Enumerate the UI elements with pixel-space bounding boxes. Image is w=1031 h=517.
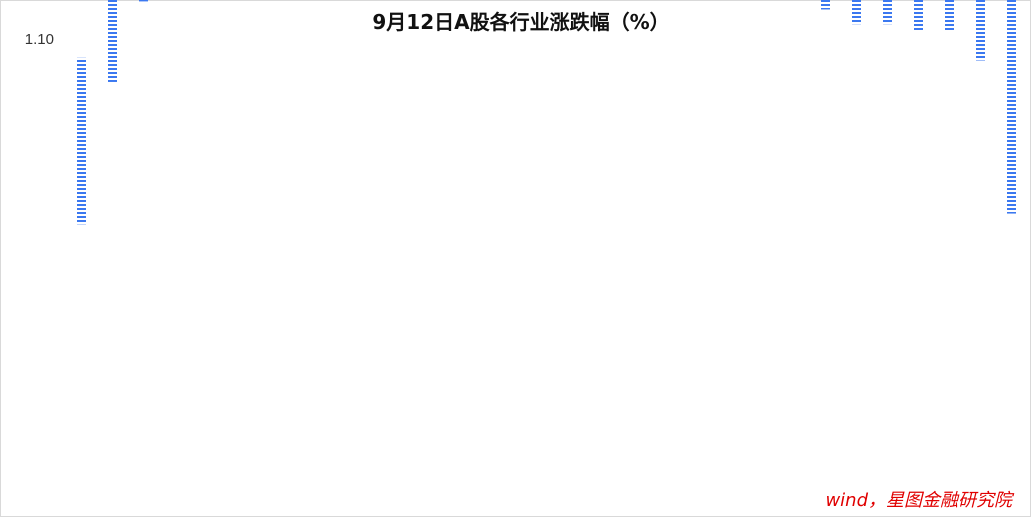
y-axis-ticks: 1.100.600.10-0.40-0.90-1.40-1.90-2.40 <box>25 31 54 48</box>
bar <box>821 0 830 10</box>
bars <box>77 0 1016 225</box>
bar <box>1007 0 1016 214</box>
bar <box>108 0 117 82</box>
bar <box>945 0 954 31</box>
source-note: wind，星图金融研究院 <box>825 490 1015 511</box>
bar <box>976 0 985 61</box>
bar <box>77 57 86 225</box>
chart-title: 9月12日A股各行业涨跌幅（%） <box>372 10 669 34</box>
y-tick-label: 1.10 <box>25 31 54 48</box>
bar <box>883 0 892 25</box>
bar <box>852 0 861 25</box>
bar <box>914 0 923 31</box>
bar <box>139 0 148 2</box>
